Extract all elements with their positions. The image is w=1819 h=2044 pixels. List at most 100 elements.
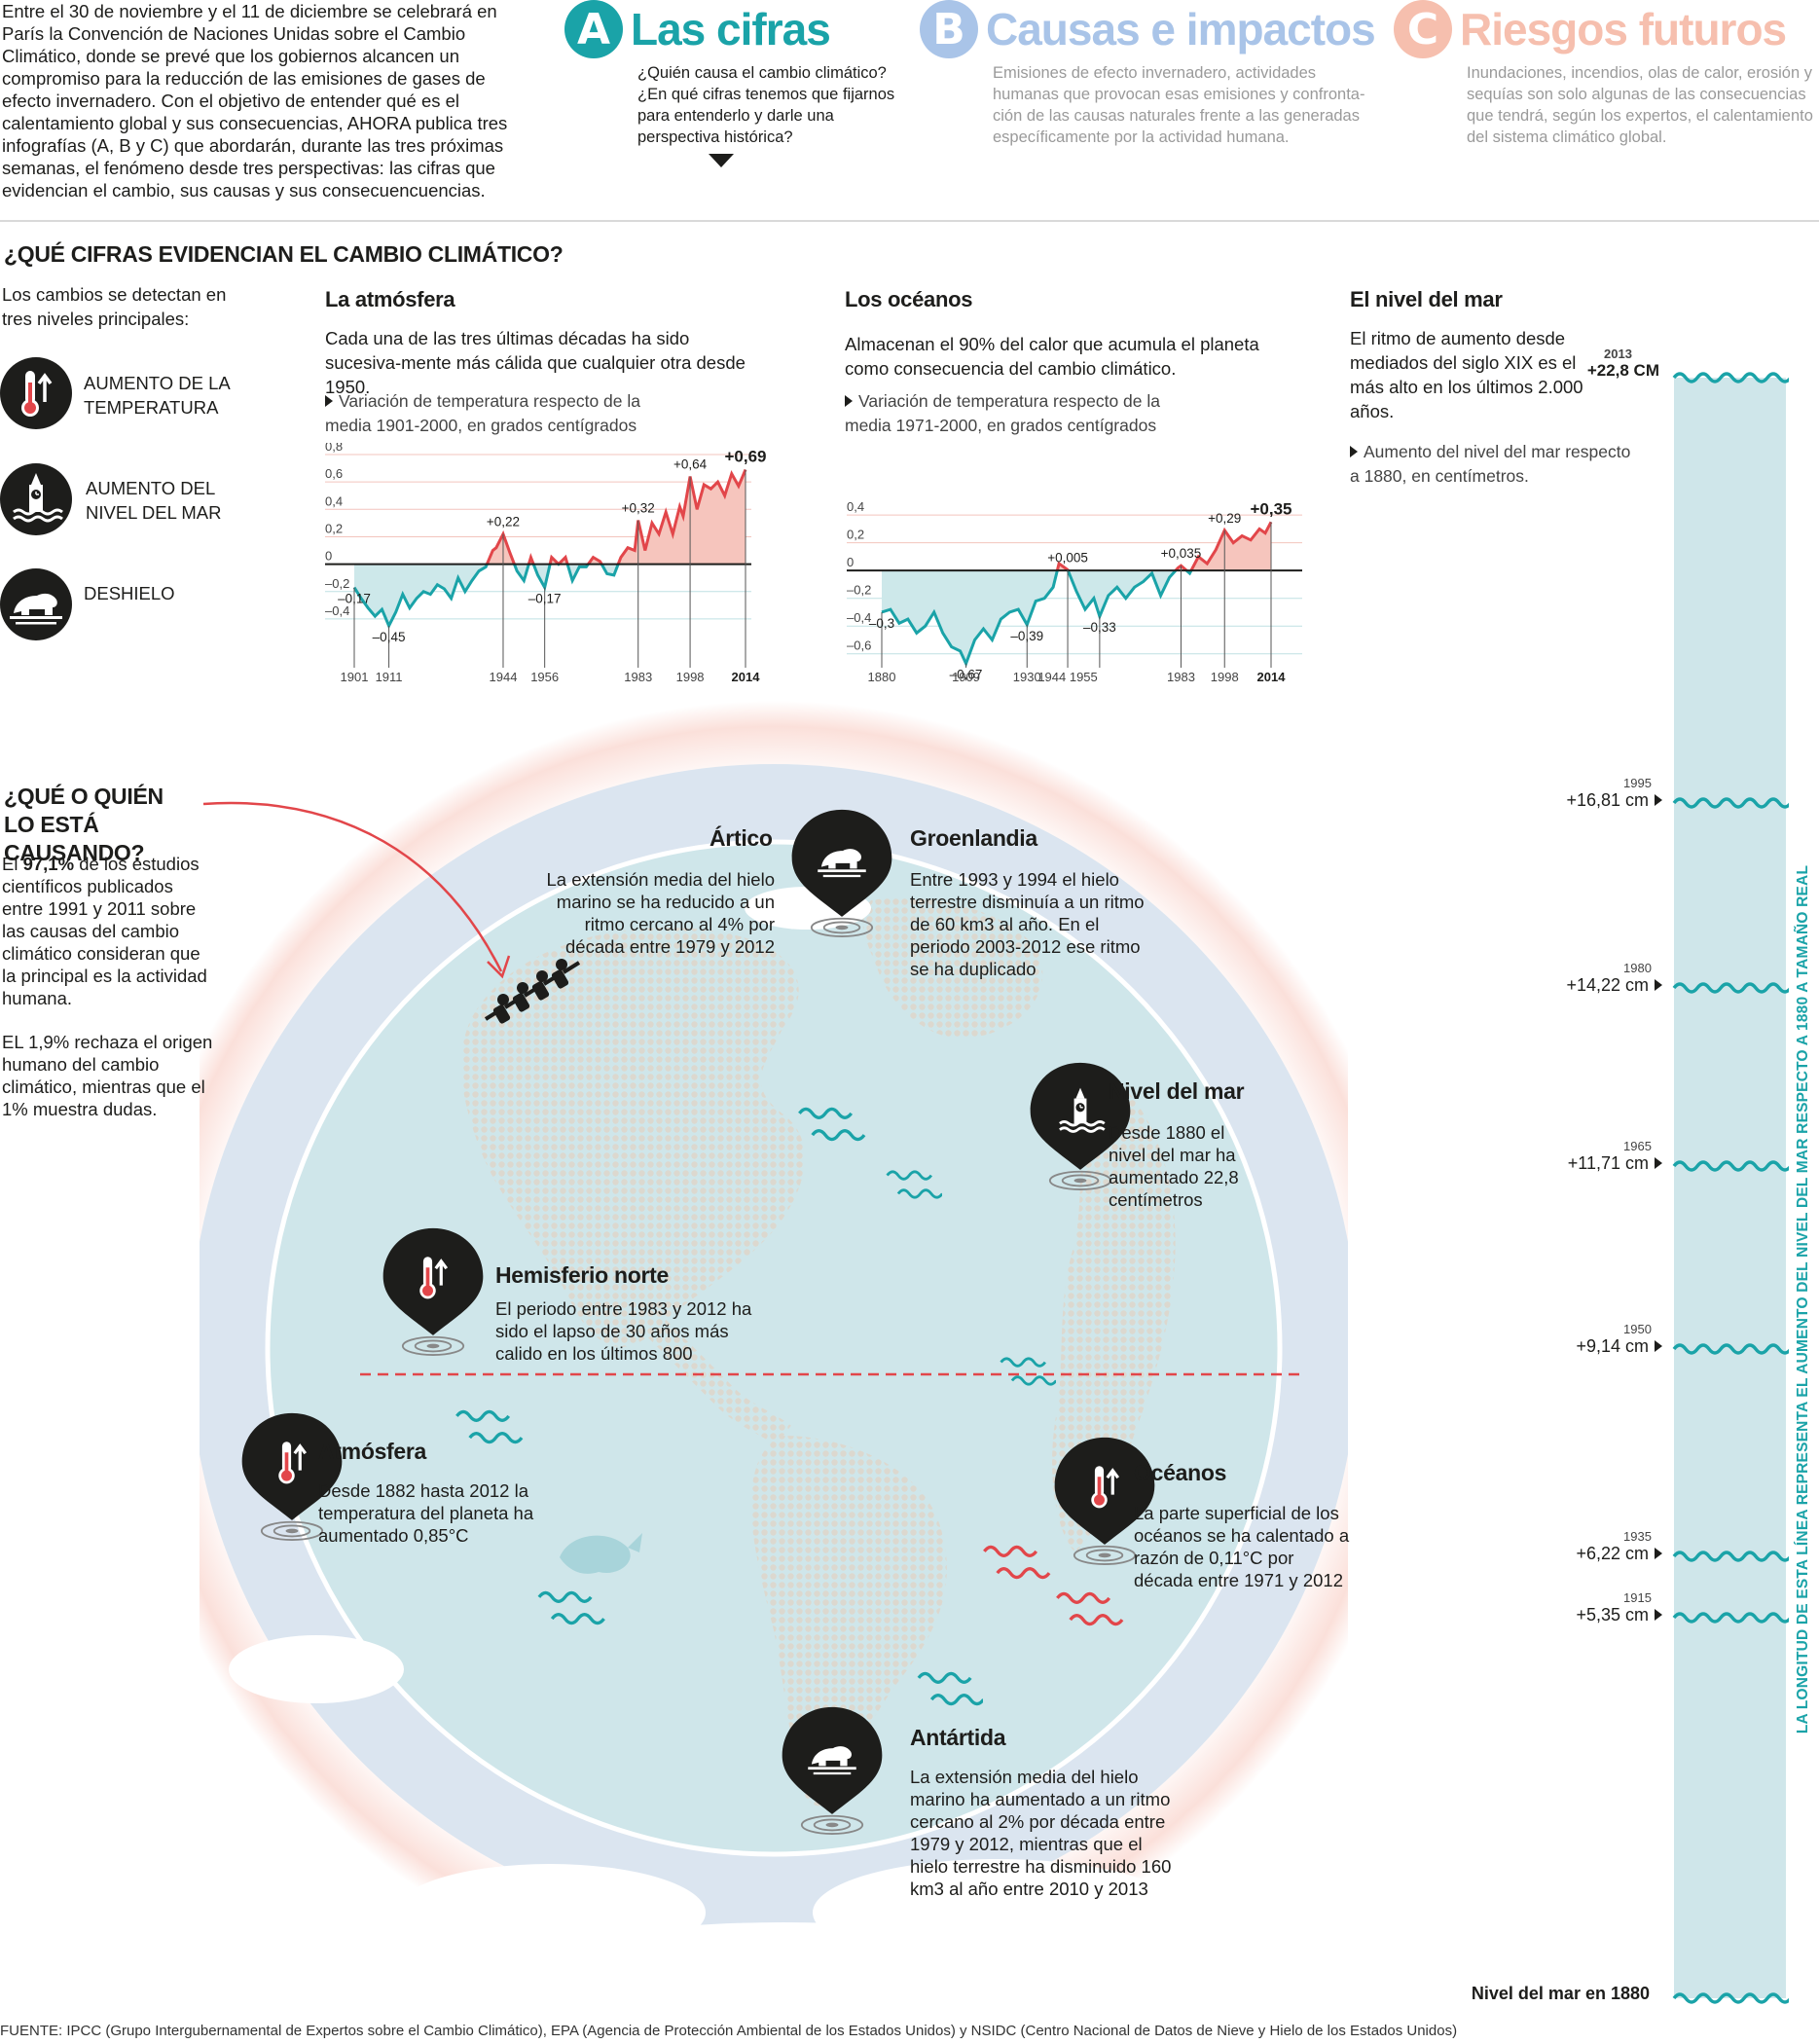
x-tick-label: 1998 xyxy=(676,670,705,684)
data-label: –0,67 xyxy=(950,668,983,682)
data-label: –0,45 xyxy=(373,630,406,644)
data-label: +0,29 xyxy=(1208,511,1241,526)
data-label: +0,69 xyxy=(724,447,766,465)
data-label: +0,35 xyxy=(1250,499,1291,518)
sea-level-title: El nivel del mar xyxy=(1350,287,1503,311)
sea-level-point: 1980 +14,22 cm xyxy=(1547,961,1662,996)
data-label: –0,33 xyxy=(1083,620,1116,635)
south-america xyxy=(750,1436,947,1807)
globe-illustration xyxy=(200,701,1348,2000)
atmosfera-text: Desde 1882 hasta 2012 la temperatura del… xyxy=(318,1480,534,1546)
causes-p1: El 97,1% de los estudios científicos pub… xyxy=(2,853,214,1009)
whale-icon xyxy=(560,1533,642,1574)
series-line-positive xyxy=(1055,521,1273,571)
y-tick-label: 0,4 xyxy=(847,499,864,514)
section-a-letter: A xyxy=(564,0,623,58)
bullet-triangle-icon xyxy=(1350,446,1358,457)
section-c[interactable]: C Riesgos futuros Inundaciones, incendio… xyxy=(1394,0,1819,148)
x-tick-label: 1983 xyxy=(1167,670,1195,684)
sea-level-value: +14,22 cm xyxy=(1547,975,1662,996)
section-b-title: Causas e impactos xyxy=(986,4,1376,55)
sea-level-point: 1915 +5,35 cm xyxy=(1547,1590,1662,1625)
section-b[interactable]: B Causas e impactos Emisiones de efecto … xyxy=(920,0,1387,148)
europe-africa xyxy=(1052,1066,1176,1552)
sea-wave-marker xyxy=(1672,1159,1789,1173)
antartida-text: La extensión media del hielo marino ha a… xyxy=(910,1767,1172,1899)
data-label: –0,3 xyxy=(869,616,894,631)
section-a-title: Las cifras xyxy=(631,4,831,55)
sea-level-text: El ritmo de aumento desde mediados del s… xyxy=(1350,328,1583,421)
polar-bear-icon xyxy=(779,1703,886,1838)
levels-intro: Los cambios se detectan en tres niveles … xyxy=(2,284,227,329)
data-label: –0,17 xyxy=(338,592,371,606)
oceans-chart: 0,4 0,2 –0,2 –0,4 –0,6 0 –0,3 –0,67 –0,39 +0,005 –… xyxy=(847,499,1302,684)
sea-level-value: +11,71 cm xyxy=(1547,1153,1662,1174)
sea-wave-marker xyxy=(1672,796,1789,810)
causes-p1-bold: 97,1% xyxy=(22,854,75,874)
series-line-negative xyxy=(352,564,620,630)
causes-p1-rest: de los estudios científicos publicados e… xyxy=(2,854,207,1008)
sea-level-point: 1935 +6,22 cm xyxy=(1547,1529,1662,1564)
y-tick-label: 0 xyxy=(847,555,854,569)
atmosphere-text: Cada una de las tres últimas décadas ha … xyxy=(325,328,746,397)
oceanos-title: Océanos xyxy=(1134,1460,1227,1485)
sea-wave-marker xyxy=(1672,1550,1789,1563)
x-tick-label: 1944 1955 xyxy=(1037,670,1097,684)
cloud-left xyxy=(229,1635,404,1703)
data-label: +0,64 xyxy=(673,457,708,472)
cloud-bottom-center xyxy=(550,1922,1017,2000)
y-tick-label: –0,4 xyxy=(847,610,871,625)
hemisferio-title: Hemisferio norte xyxy=(495,1262,669,1288)
sea-top-label: 2013 +22,8 CM xyxy=(1567,347,1659,381)
sea-level-point: 1950 +9,14 cm xyxy=(1547,1322,1662,1357)
atmosphere-chart: 0,8 0,6 0,4 0,2 –0,2 –0,4 0 –0,17 –0,45 +0,22 –0,1… xyxy=(325,443,767,684)
causes-p2: EL 1,9% rechaza el origen humano del cam… xyxy=(2,1032,213,1119)
x-tick-label: 1930 xyxy=(1013,670,1041,684)
negative-area xyxy=(882,570,1191,664)
wave-icon xyxy=(1051,1589,1124,1628)
bullet-triangle-icon xyxy=(845,395,853,407)
data-label: –0,17 xyxy=(528,592,562,606)
section-c-title: Riesgos futuros xyxy=(1460,4,1787,55)
intro-text: Entre el 30 de noviembre y el 11 de dici… xyxy=(2,1,508,201)
sea-level-point: 1995 +16,81 cm xyxy=(1547,776,1662,811)
level-ice: DESHIELO xyxy=(84,583,175,603)
sea-bottom-label: Nivel del mar en 1880 xyxy=(1471,1984,1650,2003)
thermometer-icon xyxy=(0,357,72,429)
bullet-triangle-icon xyxy=(1655,1609,1662,1622)
sea-level-year: 1950 xyxy=(1623,1321,1652,1336)
sea-top-value: +22,8 CM xyxy=(1586,361,1659,380)
sea-wave-marker xyxy=(1672,1991,1789,2005)
sea-wave-marker xyxy=(1672,1611,1789,1624)
wave-icon xyxy=(978,1543,1051,1582)
main-title: ¿QUÉ CIFRAS EVIDENCIAN EL CAMBIO CLIMÁTI… xyxy=(4,241,564,267)
level-temperature: AUMENTO DE LA TEMPERATURA xyxy=(84,373,230,418)
sea-wave-marker xyxy=(1672,371,1789,384)
antartida-title: Antártida xyxy=(910,1725,1006,1750)
atmosfera-title: Atmósfera xyxy=(318,1439,427,1464)
section-a[interactable]: A Las cifras ¿Quién causa el cambio clim… xyxy=(564,0,905,167)
sea-level-year: 1915 xyxy=(1623,1590,1652,1606)
sea-level-year: 1980 xyxy=(1623,960,1652,975)
people-icon xyxy=(484,959,581,1024)
oceans-note: Variación de temperatura respecto de la … xyxy=(845,389,1195,438)
wave-icon xyxy=(998,1355,1056,1388)
source: FUENTE: IPCC (Grupo Intergubernamental d… xyxy=(0,2023,1458,2039)
x-tick-label: 1998 xyxy=(1211,670,1239,684)
groenlandia-text: Entre 1993 y 1994 el hielo terrestre dis… xyxy=(910,869,1145,979)
sea-top-year: 2013 xyxy=(1604,347,1632,361)
series-line-negative xyxy=(881,570,1193,668)
causes-p1-prefix: El xyxy=(2,854,18,874)
bullet-triangle-icon xyxy=(1655,1547,1662,1559)
y-tick-label: 0,8 xyxy=(325,443,343,454)
wave-icon xyxy=(530,1588,608,1627)
oceanos-text: La parte superficial de los océanos se h… xyxy=(1134,1503,1350,1590)
negative-area xyxy=(354,564,619,626)
sea-level-value: +6,22 cm xyxy=(1547,1544,1662,1564)
header-divider xyxy=(0,220,1819,222)
bullet-triangle-icon xyxy=(325,395,333,407)
oceans-text: Almacenan el 90% del calor que acumula e… xyxy=(845,334,1259,379)
sea-level-value: +16,81 cm xyxy=(1547,790,1662,811)
level-sea: AUMENTO DEL NIVEL DEL MAR xyxy=(86,478,222,523)
wave-icon xyxy=(915,1669,983,1708)
